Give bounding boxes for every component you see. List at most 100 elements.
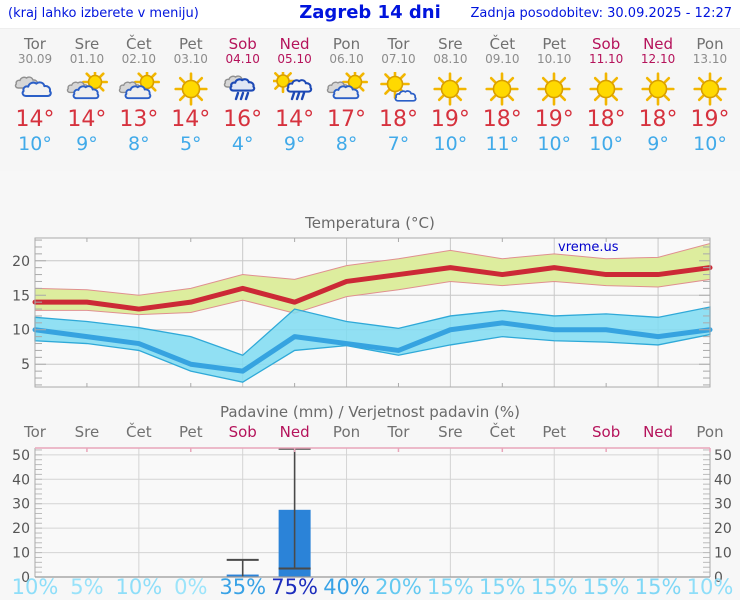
precip-probability-row: 10% 5% 10% 0% 35% 75% 40% 20% 15% 15% 15% 15% 15% 10% — [0, 576, 740, 600]
chart-day-label: Tor — [387, 423, 410, 441]
chart-day-label: Čet — [489, 423, 516, 441]
day-column: Pon 13.10 19° 10° — [683, 29, 737, 155]
svg-text:30: 30 — [12, 497, 30, 513]
temp-low: 10° — [537, 133, 572, 155]
day-date: 07.10 — [381, 52, 416, 66]
precip-probability: 15% — [478, 575, 526, 599]
day-date: 08.10 — [433, 52, 468, 66]
svg-text:40: 40 — [12, 472, 30, 488]
svg-text:0: 0 — [714, 570, 723, 583]
temp-high: 18° — [378, 107, 418, 132]
day-date: 02.10 — [121, 52, 157, 66]
temp-low: 10° — [433, 133, 468, 155]
precip-probability: 75% — [271, 575, 318, 599]
precip-probability: 20% — [375, 575, 422, 599]
svg-text:20: 20 — [12, 521, 30, 537]
chart-day-label: Pon — [332, 423, 361, 441]
temp-low: 9° — [647, 133, 669, 155]
day-label: Sob — [228, 35, 257, 53]
temperature-chart-title: Temperatura (°C) — [305, 214, 435, 232]
temp-high: 18° — [482, 107, 522, 132]
day-date: 12.10 — [640, 52, 676, 66]
chart-day-label: Pet — [542, 423, 567, 441]
day-column: Pet 10.10 19° 10° — [527, 29, 581, 155]
temp-low: 9° — [76, 133, 98, 155]
day-column: Tor 07.10 18° 7° — [371, 29, 425, 155]
day-label: Pet — [542, 35, 567, 53]
sun-small-cloud-icon — [380, 72, 418, 102]
day-column: Pon 06.10 17° 8° — [320, 29, 374, 155]
svg-text:10: 10 — [12, 323, 30, 339]
day-label: Čet — [126, 35, 152, 53]
temp-low: 4° — [231, 133, 254, 155]
watermark-link[interactable]: vreme.us — [558, 240, 619, 255]
svg-text:30: 30 — [714, 497, 732, 513]
page-title: Zagreb 14 dni — [299, 2, 441, 23]
temp-high: 19° — [430, 107, 470, 132]
temp-low: 5° — [179, 133, 202, 155]
temp-low: 11° — [485, 133, 520, 155]
day-date: 01.10 — [69, 52, 105, 66]
day-date: 10.10 — [537, 52, 572, 66]
location-hint: (kraj lahko izberete v meniju) — [8, 6, 199, 21]
day-label: Tor — [387, 35, 410, 53]
temp-high: 14° — [15, 107, 55, 132]
svg-text:10: 10 — [12, 546, 30, 562]
day-label: Sre — [438, 35, 463, 53]
temp-high: 18° — [586, 107, 626, 132]
svg-text:15: 15 — [12, 288, 30, 304]
precip-probability: 15% — [530, 575, 578, 599]
sun-icon — [589, 72, 623, 106]
day-column: Sre 08.10 19° 10° — [423, 29, 477, 155]
temp-high: 14° — [275, 107, 315, 132]
temp-low: 7° — [387, 133, 410, 155]
day-label: Sre — [74, 35, 100, 53]
chart-day-label: Sob — [592, 423, 621, 441]
precip-probability: 10% — [11, 575, 59, 599]
precip-chart-title: Padavine (mm) / Verjetnost padavin (%) — [220, 403, 520, 421]
svg-text:0: 0 — [21, 570, 30, 583]
rain-icon — [223, 75, 255, 101]
svg-text:5: 5 — [21, 357, 30, 373]
chart-day-label: Ned — [279, 423, 310, 441]
chart-day-label: Sre — [74, 423, 100, 441]
day-date: 03.10 — [173, 52, 208, 66]
sun-icon — [174, 72, 208, 106]
temp-high: 14° — [171, 107, 211, 132]
temp-low: 9° — [283, 133, 306, 155]
svg-text:50: 50 — [714, 448, 732, 464]
day-column: Ned 05.10 14° 9° — [268, 29, 322, 155]
day-date: 09.10 — [485, 52, 520, 66]
day-label: Pon — [696, 35, 724, 53]
day-column: Sob 04.10 16° 4° — [216, 29, 270, 155]
day-date: 13.10 — [692, 52, 728, 66]
chart-day-label: Sob — [228, 423, 257, 441]
temp-low: 8° — [335, 133, 358, 155]
temperature-chart: 5 10 15 20 — [12, 237, 713, 388]
sun-icon — [641, 72, 675, 106]
precip-day-labels: Tor Sre Čet Pet Sob Ned Pon Tor Sre Čet Pet Sob Ned P… — [0, 423, 740, 441]
temp-low: 10° — [589, 133, 623, 155]
sun-icon — [485, 72, 519, 106]
chart-day-label: Pon — [696, 423, 724, 441]
temp-high: 18° — [638, 107, 678, 132]
day-column: Pet 03.10 14° 5° — [164, 29, 218, 155]
precip-probability: 15% — [427, 575, 474, 599]
day-label: Pet — [178, 35, 203, 53]
day-date: 06.10 — [329, 52, 364, 66]
chart-day-label: Tor — [24, 423, 46, 441]
day-date: 11.10 — [588, 52, 624, 66]
temp-low: 10° — [18, 133, 52, 155]
sun-icon — [433, 72, 467, 106]
temp-high: 19° — [690, 107, 730, 132]
sun-rain-icon — [272, 72, 312, 101]
temp-high: 14° — [67, 107, 107, 132]
day-date: 30.09 — [17, 52, 53, 66]
day-label: Čet — [489, 35, 516, 53]
day-column: Čet 09.10 18° 11° — [475, 29, 529, 155]
day-column: Sob 11.10 18° 10° — [579, 29, 633, 155]
chart-day-label: Pet — [178, 423, 203, 441]
sun-cloud-icon — [66, 72, 108, 100]
precip-probability: 10% — [686, 575, 734, 599]
precip-probability: 15% — [634, 575, 682, 599]
